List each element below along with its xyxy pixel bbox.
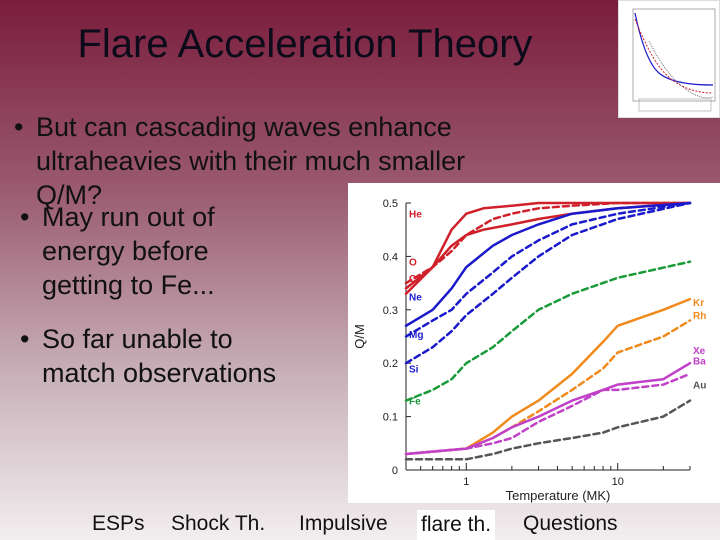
footer-link-impulsive[interactable]: Impulsive — [299, 512, 388, 535]
x-tick-label: 1 — [463, 476, 469, 488]
bullet-3-line: So far unable to — [42, 324, 233, 354]
slide-title: Flare Acceleration Theory — [77, 22, 533, 66]
qm-temperature-chart: 0 0.1 0.2 0.3 0.4 0.5 1 10 Temperature (MK) Q/M He… — [348, 183, 720, 503]
series-line-kr — [404, 297, 692, 456]
footer-link-shock-theory[interactable]: Shock Th. — [171, 512, 266, 535]
footer-nav: ESPs Shock Th. Impulsive flare th. Quest… — [0, 510, 720, 540]
bullet-2: • May run out of energy before getting t… — [20, 200, 342, 302]
series-line-c — [404, 201, 692, 290]
y-tick-label: 0.2 — [383, 358, 398, 370]
series-line-au — [404, 399, 692, 461]
series-label-au: Au — [693, 381, 706, 392]
bullet-dot: • — [20, 324, 30, 354]
series-label-fe: Fe — [409, 397, 421, 408]
series-line-o — [404, 201, 692, 285]
series-label-ba: Ba — [693, 357, 706, 368]
bullet-1-line: Q/M? — [36, 180, 103, 210]
y-tick-label: 0.3 — [383, 305, 398, 317]
series-line-ne — [404, 201, 692, 328]
series-label-c: C — [409, 274, 416, 285]
series-label-o: O — [409, 258, 417, 269]
bullet-3-line: match observations — [42, 358, 277, 388]
series-label-kr: Kr — [693, 298, 704, 309]
series-label-rh: Rh — [693, 311, 706, 322]
bullet-1: • But can cascading waves enhance ultrah… — [14, 110, 576, 212]
series-line-xe — [404, 361, 692, 456]
bullet-3: • So far unable to match observations — [20, 322, 342, 390]
y-tick-label: 0.5 — [383, 198, 398, 210]
series-line-he — [404, 201, 692, 296]
series-line-mg — [404, 201, 692, 338]
bullet-dot: • — [20, 202, 30, 232]
bullet-2-line: May run out of — [42, 202, 215, 232]
y-tick-label: 0.4 — [383, 251, 398, 263]
series-label-ne: Ne — [409, 292, 422, 303]
y-axis-label: Q/M — [352, 324, 367, 349]
y-tick-label: 0 — [392, 465, 398, 477]
footer-link-questions[interactable]: Questions — [523, 512, 618, 535]
reference-figure-thumbnail — [618, 0, 720, 118]
series-label-xe: Xe — [693, 346, 706, 357]
bullet-2-line: energy before — [42, 236, 209, 266]
bullet-1-line: ultraheavies with their much smaller — [36, 146, 466, 176]
series-label-si: Si — [409, 365, 419, 376]
bullet-1-line: But can cascading waves enhance — [36, 112, 452, 142]
footer-link-flare-theory[interactable]: flare th. — [417, 510, 496, 540]
y-tick-label: 0.1 — [383, 412, 398, 424]
x-axis-label: Temperature (MK) — [506, 488, 611, 503]
footer-link-esps[interactable]: ESPs — [92, 512, 145, 535]
series-label-he: He — [409, 210, 422, 221]
bullet-2-line: getting to Fe... — [42, 270, 215, 300]
series-line-fe — [404, 260, 692, 402]
series-label-mg: Mg — [409, 330, 423, 341]
reference-figure-icon — [632, 8, 716, 112]
x-tick-label: 10 — [612, 476, 624, 488]
series-line-ba — [404, 372, 692, 456]
bullet-dot: • — [14, 112, 24, 142]
series-line-si — [404, 201, 692, 365]
